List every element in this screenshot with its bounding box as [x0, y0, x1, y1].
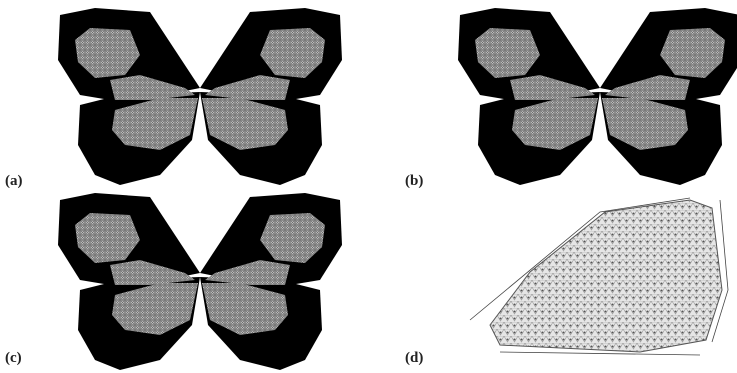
panel-label: (d) — [405, 350, 423, 366]
figure: (a) (b) (c) (d) — [0, 0, 737, 373]
butterfly-c — [58, 193, 342, 370]
panel-label: (c) — [5, 350, 22, 366]
panel-label: (a) — [5, 173, 23, 189]
butterfly-a — [58, 8, 342, 185]
panel-label: (b) — [405, 173, 423, 189]
mesh-d — [470, 198, 728, 355]
butterfly-b — [458, 8, 737, 185]
